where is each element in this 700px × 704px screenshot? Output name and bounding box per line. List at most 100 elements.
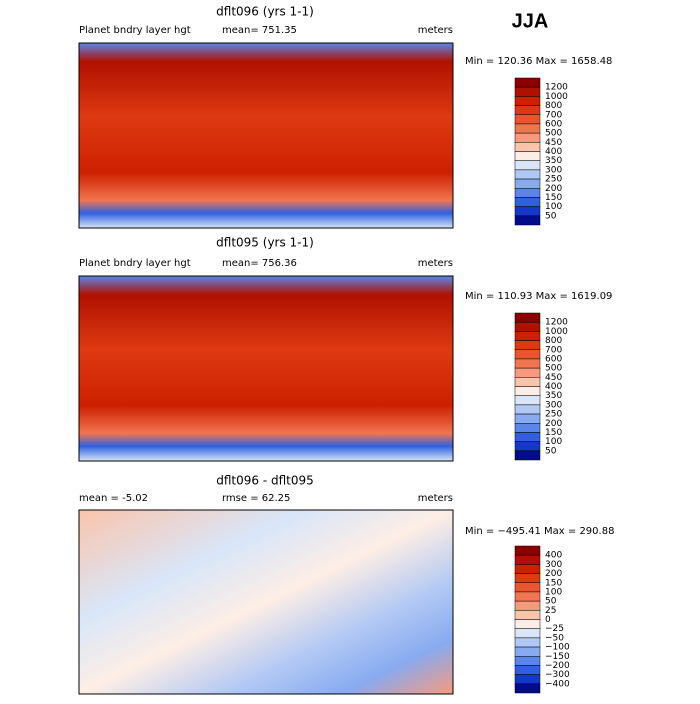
colorbar-label: 150: [545, 578, 562, 588]
colorbar-label: 400: [545, 551, 562, 561]
colorbar-swatch: [514, 215, 541, 226]
panel-stat: rmse = 62.25: [222, 493, 290, 504]
colorbar-swatch: [514, 114, 541, 125]
colorbar-label: 500: [545, 129, 562, 139]
colorbar-label: 800: [545, 336, 562, 346]
panel-units: meters: [418, 493, 453, 504]
colorbar-label: 300: [545, 400, 562, 410]
colorbar-label: 1000: [545, 92, 568, 102]
colorbar-label: 200: [545, 184, 562, 194]
colorbar-label: 350: [545, 391, 562, 401]
panel-stat: mean= 756.36: [222, 258, 297, 269]
colorbar-swatch: [514, 637, 541, 648]
colorbar-swatch: [514, 160, 541, 171]
colorbar-label: 100: [545, 437, 562, 447]
colorbar-label: 1200: [545, 83, 568, 93]
min-max: Min = 120.36 Max = 1658.48: [465, 56, 612, 67]
colorbar-swatch: [514, 564, 541, 574]
colorbar-swatch: [514, 610, 541, 620]
panel-title: dflt096 (yrs 1-1): [216, 5, 314, 19]
colorbar-swatch: [514, 340, 541, 350]
colorbar-swatch: [514, 600, 541, 611]
colorbar-swatch: [514, 619, 541, 629]
colorbar-swatch: [514, 628, 541, 639]
colorbar-label: −100: [545, 643, 570, 653]
colorbar-swatch: [514, 105, 541, 115]
colorbar-label: 200: [545, 569, 562, 579]
colorbar-label: 50: [545, 211, 557, 221]
panel-title: dflt096 - dflt095: [216, 474, 314, 488]
colorbar-label: −300: [545, 670, 570, 680]
colorbar-label: 500: [545, 364, 562, 374]
colorbar-label: 50: [545, 597, 557, 607]
colorbar-swatch: [514, 674, 541, 685]
colorbar-label: 450: [545, 138, 562, 148]
panel-title: dflt095 (yrs 1-1): [216, 236, 314, 250]
colorbar-swatch: [514, 450, 541, 461]
colorbar-swatch: [514, 545, 541, 556]
colorbar-label: 700: [545, 345, 562, 355]
colorbar-label: 50: [545, 446, 557, 456]
colorbar-swatch: [514, 377, 541, 387]
colorbar-swatch: [514, 386, 541, 396]
colorbar-label: 600: [545, 119, 562, 129]
colorbar-swatch: [514, 123, 541, 134]
colorbar-swatch: [514, 404, 541, 415]
colorbar-swatch: [514, 395, 541, 406]
colorbar-label: −200: [545, 661, 570, 671]
panel-label: mean = -5.02: [79, 493, 148, 504]
colorbar-swatch: [514, 321, 541, 332]
map-image: [78, 42, 454, 229]
colorbar-swatch: [514, 312, 541, 323]
map-image: [78, 509, 454, 695]
colorbar-label: 100: [545, 202, 562, 212]
figure-title: JJA: [512, 10, 549, 32]
colorbar-swatch: [514, 151, 541, 161]
colorbar-swatch: [514, 206, 541, 217]
colorbar-swatch: [514, 77, 541, 88]
min-max: Min = −495.41 Max = 290.88: [465, 526, 614, 537]
colorbar-swatch: [514, 582, 541, 593]
panel-label: Planet bndry layer hgt: [79, 258, 191, 269]
colorbar-label: 250: [545, 175, 562, 185]
colorbar-swatch: [514, 331, 541, 341]
colorbar-swatch: [514, 132, 541, 143]
colorbar-label: 700: [545, 110, 562, 120]
colorbar-swatch: [514, 188, 541, 198]
panel-units: meters: [418, 258, 453, 269]
colorbar-swatch: [514, 683, 541, 694]
colorbar-swatch: [514, 197, 541, 207]
colorbar-swatch: [514, 591, 541, 602]
colorbar-swatch: [514, 169, 541, 180]
colorbar-label: 300: [545, 165, 562, 175]
colorbar-label: −150: [545, 652, 570, 662]
colorbar-swatch: [514, 178, 541, 189]
colorbar-label: 450: [545, 373, 562, 383]
colorbar-swatch: [514, 367, 541, 378]
colorbar-label: −400: [545, 679, 570, 689]
colorbar-label: 100: [545, 587, 562, 597]
colorbar-label: 1200: [545, 318, 568, 328]
colorbar-swatch: [514, 86, 541, 97]
panel-stat: mean= 751.35: [222, 25, 297, 36]
colorbar-swatch: [514, 413, 541, 424]
colorbar-label: 200: [545, 419, 562, 429]
colorbar-swatch: [514, 142, 541, 152]
min-max: Min = 110.93 Max = 1619.09: [465, 291, 612, 302]
colorbar-swatch: [514, 432, 541, 442]
colorbar-swatch: [514, 646, 541, 657]
colorbar-label: 350: [545, 156, 562, 166]
colorbar-swatch: [514, 423, 541, 433]
colorbar-label: 800: [545, 101, 562, 111]
colorbar-label: 300: [545, 560, 562, 570]
colorbar-label: 0: [545, 615, 551, 625]
colorbar-swatch: [514, 349, 541, 360]
colorbar-swatch: [514, 358, 541, 369]
colorbar-label: 400: [545, 382, 562, 392]
colorbar-label: 400: [545, 147, 562, 157]
colorbar-label: 150: [545, 428, 562, 438]
colorbar-label: −25: [545, 624, 564, 634]
colorbar-label: 600: [545, 354, 562, 364]
colorbar-label: 1000: [545, 327, 568, 337]
